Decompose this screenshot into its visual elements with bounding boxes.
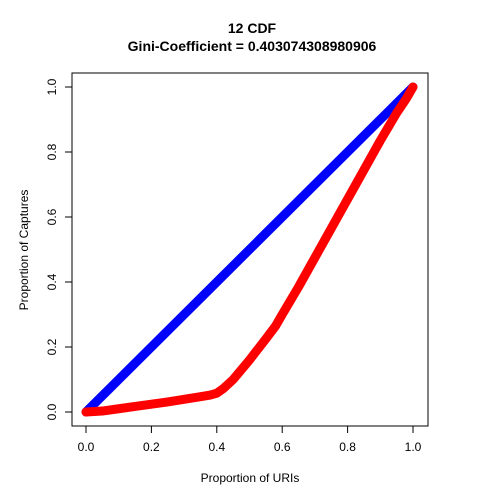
y-tick-label: 0.8 [45,143,59,160]
chart-title: 12 CDF [228,20,277,36]
x-tick-label: 0.4 [208,440,225,454]
x-tick-label: 1.0 [405,440,422,454]
plot-box [71,72,429,427]
chart-subtitle: Gini-Coefficient = 0.403074308980906 [128,38,377,54]
lorenz-curve [81,82,418,417]
x-tick-label: 0.0 [78,440,95,454]
equality-line [81,82,418,417]
y-axis: 0.0 0.2 0.4 0.6 0.8 1.0 [45,78,72,420]
x-tick-label: 0.2 [143,440,160,454]
x-axis: 0.0 0.2 0.4 0.6 0.8 1.0 [78,426,422,454]
x-axis-label: Proportion of URIs [201,471,300,485]
y-axis-label: Proportion of Captures [17,190,31,311]
y-tick-label: 0.6 [45,208,59,225]
y-tick-label: 0.2 [45,338,59,355]
series-layer [81,82,418,417]
y-tick-label: 0.0 [45,403,59,420]
x-tick-label: 0.6 [274,440,291,454]
y-tick-label: 0.4 [45,273,59,290]
y-tick-label: 1.0 [45,78,59,95]
x-tick-label: 0.8 [339,440,356,454]
